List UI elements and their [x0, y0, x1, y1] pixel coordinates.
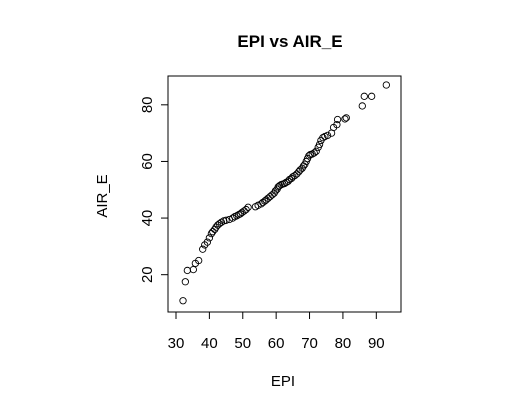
x-tick-label: 50 [234, 335, 251, 352]
data-point [179, 297, 187, 305]
x-tick-label: 30 [168, 335, 185, 352]
data-point [296, 166, 304, 174]
x-tick-label: 80 [335, 335, 352, 352]
x-axis: 30 40 50 60 70 80 90 [168, 311, 385, 352]
data-point [310, 149, 318, 157]
y-axis-label: AIR_E [94, 174, 111, 217]
data-point [229, 214, 237, 222]
y-tick-label: 20 [139, 266, 156, 283]
data-point [342, 114, 350, 122]
data-point [315, 140, 324, 149]
x-tick-label: 60 [268, 335, 285, 352]
y-axis: 20 40 60 80 [139, 96, 169, 283]
data-point [242, 205, 250, 214]
y-tick-label: 40 [139, 210, 156, 227]
data-point [323, 131, 332, 140]
data-point [240, 207, 248, 215]
data-point [233, 212, 241, 220]
data-point [181, 278, 189, 286]
data-point [244, 203, 252, 211]
data-point [341, 115, 349, 123]
y-tick-label: 80 [139, 96, 156, 113]
data-point [275, 182, 284, 190]
data-point [333, 120, 341, 129]
x-tick-label: 40 [201, 335, 218, 352]
data-point [312, 147, 320, 155]
data-point [271, 187, 280, 195]
chart-title: EPI vs AIR_E [237, 32, 342, 51]
data-points [179, 81, 390, 305]
data-point [203, 238, 212, 246]
data-point [280, 179, 289, 188]
data-point [367, 92, 376, 100]
data-point [319, 134, 327, 142]
data-point [195, 256, 203, 265]
x-tick-label: 70 [301, 335, 318, 352]
data-point [360, 92, 368, 100]
data-point [268, 191, 276, 199]
data-point [333, 115, 342, 124]
data-point [266, 192, 274, 201]
x-axis-label: EPI [271, 373, 295, 390]
x-tick-label: 90 [368, 335, 385, 352]
data-point [382, 81, 390, 89]
data-point [199, 245, 207, 253]
plot-frame [167, 75, 402, 313]
data-point [358, 102, 366, 110]
data-point [205, 234, 214, 242]
data-point [183, 266, 192, 275]
data-point [222, 216, 230, 224]
y-tick-label: 60 [139, 153, 156, 170]
data-point [189, 265, 198, 274]
data-point [291, 171, 299, 180]
